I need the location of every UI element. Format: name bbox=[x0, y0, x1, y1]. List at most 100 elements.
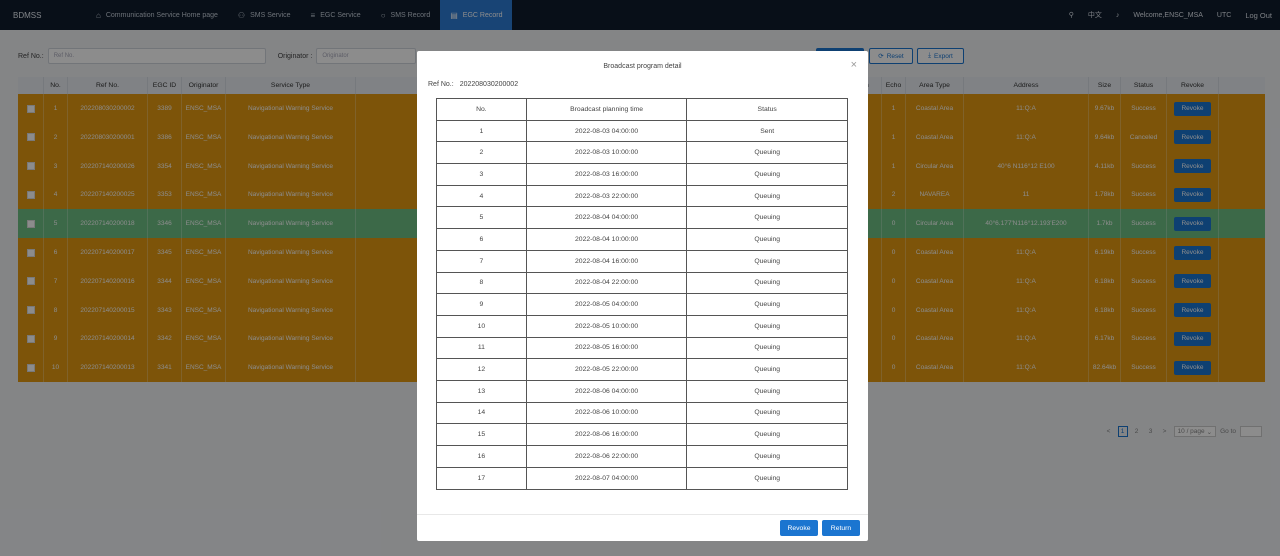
row-checkbox[interactable] bbox=[26, 248, 35, 257]
row-checkbox[interactable] bbox=[26, 334, 35, 343]
cell-no: 1 bbox=[44, 94, 68, 123]
menu-icon: ≡ bbox=[310, 10, 316, 20]
plan-time: 2022-08-03 22:00:00 bbox=[527, 185, 688, 207]
plan-no: 10 bbox=[437, 315, 527, 337]
row-select-cell bbox=[18, 122, 44, 152]
goto-input[interactable] bbox=[1240, 426, 1262, 437]
next-page-button[interactable]: > bbox=[1162, 428, 1167, 435]
revoke-button[interactable]: Revoke bbox=[1174, 331, 1211, 346]
row-checkbox[interactable] bbox=[26, 162, 35, 171]
plan-status: Queuing bbox=[754, 257, 781, 265]
timezone-label: UTC bbox=[1216, 11, 1232, 19]
plan-time: 2022-08-06 04:00:00 bbox=[527, 380, 688, 402]
page-number-button[interactable]: 1 bbox=[1117, 426, 1128, 437]
close-icon[interactable]: × bbox=[850, 59, 857, 71]
row-checkbox[interactable] bbox=[26, 190, 35, 199]
cell-echo: 0 bbox=[882, 209, 906, 239]
row-select-cell bbox=[18, 180, 44, 210]
cell-no: 8 bbox=[44, 295, 68, 325]
cell-echo: 1 bbox=[882, 151, 906, 181]
search-row: Ref No.: Ref No. Originator : Originator bbox=[18, 48, 417, 64]
originator-input[interactable]: Originator bbox=[316, 48, 417, 64]
nav-item-egc-service[interactable]: ≡ EGC Service bbox=[301, 0, 371, 30]
cell-orig: ENSC_MSA bbox=[182, 295, 226, 325]
ref-no-input[interactable]: Ref No. bbox=[47, 48, 266, 64]
revoke-button[interactable]: Revoke bbox=[1174, 159, 1211, 174]
modal-return-button[interactable]: Return bbox=[822, 520, 860, 536]
row-checkbox[interactable] bbox=[26, 104, 35, 113]
language-switch[interactable]: 中文 bbox=[1087, 12, 1102, 19]
cell-status: Success bbox=[1121, 180, 1167, 210]
plan-table-row: 8 2022-08-04 22:00:00 Queuing bbox=[437, 272, 847, 295]
row-checkbox[interactable] bbox=[26, 363, 35, 372]
modal-revoke-button[interactable]: Revoke bbox=[780, 520, 818, 536]
bell-icon[interactable]: ♪ bbox=[1115, 11, 1120, 19]
cell-svc: Navigational Warning Service bbox=[226, 209, 356, 239]
prev-page-button[interactable]: < bbox=[1106, 428, 1111, 435]
plan-time: 2022-08-04 16:00:00 bbox=[527, 250, 688, 272]
revoke-button[interactable]: Revoke bbox=[1174, 130, 1211, 145]
plan-status: Queuing bbox=[754, 301, 781, 309]
revoke-button[interactable]: Revoke bbox=[1174, 245, 1211, 260]
row-checkbox[interactable] bbox=[26, 219, 35, 228]
row-checkbox[interactable] bbox=[26, 306, 35, 315]
revoke-button[interactable]: Revoke bbox=[1174, 274, 1211, 289]
export-label: Export bbox=[934, 52, 953, 60]
plan-status: Queuing bbox=[754, 170, 781, 178]
plan-no: 17 bbox=[437, 467, 527, 490]
plan-table-row: 12 2022-08-05 22:00:00 Queuing bbox=[437, 359, 847, 381]
cell-status: Success bbox=[1121, 324, 1167, 354]
search-icon[interactable]: ⚲ bbox=[1068, 12, 1074, 19]
cell-ref: 202208030200002 bbox=[68, 94, 148, 123]
plan-no: 7 bbox=[437, 250, 527, 272]
row-checkbox[interactable] bbox=[26, 277, 35, 286]
row-checkbox[interactable] bbox=[26, 133, 35, 142]
revoke-button[interactable]: Revoke bbox=[1174, 101, 1211, 116]
table-row[interactable]: 7 202207140200016 3344 ENSC_MSA Navigational… bbox=[18, 266, 1265, 296]
cell-orig: ENSC_MSA bbox=[182, 180, 226, 210]
nav-item-sms-record[interactable]: ○ SMS Record bbox=[371, 0, 441, 30]
plan-no: 5 bbox=[437, 207, 527, 229]
page-number-button[interactable]: 3 bbox=[1148, 428, 1153, 435]
nav-item-communication-service-home-page[interactable]: ⌂ Communication Service Home page bbox=[86, 0, 228, 30]
cell-addr: 40°6 N116°12 E100 bbox=[964, 151, 1089, 181]
revoke-button[interactable]: Revoke bbox=[1174, 216, 1211, 231]
nav-item-egc-record[interactable]: ▤ EGC Record bbox=[440, 0, 513, 30]
cell-echo: 0 bbox=[882, 324, 906, 354]
page-number-button[interactable]: 2 bbox=[1134, 428, 1139, 435]
reset-button[interactable]: ⟳ Reset bbox=[869, 48, 913, 64]
cell-echo: 0 bbox=[882, 238, 906, 267]
nav-item-sms-service[interactable]: ⚇ SMS Service bbox=[228, 0, 301, 30]
cell-revoke: Revoke bbox=[1167, 353, 1219, 383]
plan-table-row: 2 2022-08-03 10:00:00 Queuing bbox=[437, 142, 847, 165]
cell-status: Success bbox=[1121, 209, 1167, 239]
cell-svc: Navigational Warning Service bbox=[226, 122, 356, 152]
cell-svc: Navigational Warning Service bbox=[226, 180, 356, 210]
plan-status: Queuing bbox=[754, 431, 781, 439]
originator-label: Originator : bbox=[277, 52, 313, 60]
plan-column-header: Status bbox=[757, 105, 777, 113]
cell-egc: 3353 bbox=[148, 180, 182, 210]
cell-ref: 202207140200015 bbox=[68, 295, 148, 325]
page-size-select[interactable]: 10 / page ⌄ bbox=[1173, 426, 1217, 437]
revoke-button[interactable]: Revoke bbox=[1174, 187, 1211, 202]
logout-link[interactable]: Log Out bbox=[1245, 10, 1272, 20]
cell-no: 2 bbox=[44, 122, 68, 152]
row-select-cell bbox=[18, 295, 44, 325]
cell-size: 6.17kb bbox=[1089, 324, 1121, 354]
plan-table-row: 9 2022-08-05 04:00:00 Queuing bbox=[437, 294, 847, 316]
cell-orig: ENSC_MSA bbox=[182, 266, 226, 296]
cell-svc: Navigational Warning Service bbox=[226, 94, 356, 123]
plan-status: Queuing bbox=[754, 214, 781, 222]
revoke-button[interactable]: Revoke bbox=[1174, 303, 1211, 318]
modal-ref-value: 202208030200002 bbox=[459, 81, 519, 88]
column-header bbox=[18, 77, 44, 94]
cell-status: Success bbox=[1121, 295, 1167, 325]
revoke-button[interactable]: Revoke bbox=[1174, 360, 1211, 375]
row-select-cell bbox=[18, 151, 44, 181]
cell-addr: 11:Q:A bbox=[964, 324, 1089, 354]
plan-no: 1 bbox=[437, 120, 527, 142]
export-button[interactable]: ⤓ Export bbox=[917, 48, 964, 64]
cell-orig: ENSC_MSA bbox=[182, 238, 226, 267]
